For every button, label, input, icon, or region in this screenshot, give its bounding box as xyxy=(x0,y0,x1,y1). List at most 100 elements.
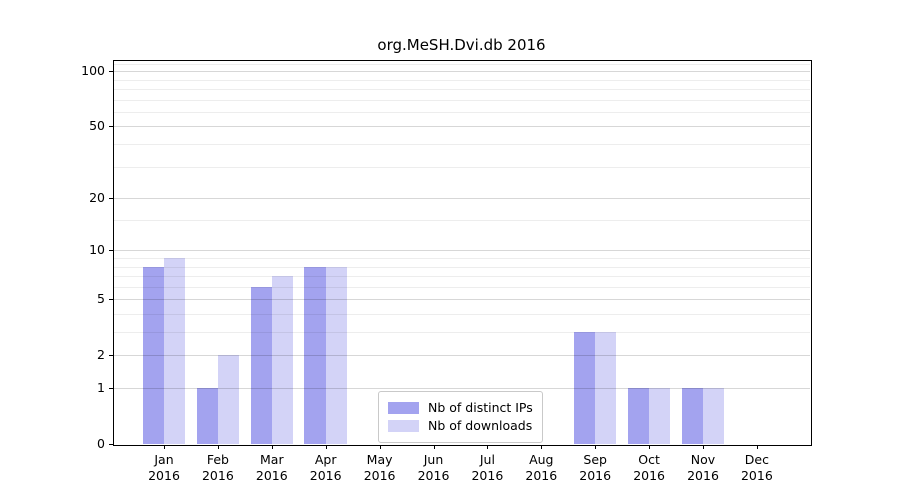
x-tick-mark xyxy=(487,445,489,449)
y-tick-label: 1 xyxy=(97,380,105,395)
x-tick-month: Jul xyxy=(479,452,495,467)
x-tick-mark xyxy=(271,445,273,449)
x-tick-year: 2016 xyxy=(363,468,396,483)
x-tick-year: 2016 xyxy=(579,468,612,483)
bar-downloads-apr xyxy=(325,266,347,444)
y-tick-label: 100 xyxy=(81,63,105,79)
bar-downloads-oct xyxy=(649,388,671,444)
minor-gridline xyxy=(113,166,810,168)
x-tick-mark xyxy=(649,445,651,449)
x-tick-mark xyxy=(756,445,758,449)
x-tick-year: 2016 xyxy=(740,468,773,483)
bar-distinct-ips-jan xyxy=(142,266,164,444)
legend-swatch xyxy=(388,420,419,432)
major-gridline xyxy=(113,198,810,200)
x-tick-mark xyxy=(379,445,381,449)
x-tick-year: 2016 xyxy=(309,468,342,483)
x-tick-month: Dec xyxy=(744,452,769,467)
legend: Nb of distinct IPs Nb of downloads xyxy=(378,391,543,443)
bar-downloads-jan xyxy=(164,258,186,444)
x-tick-year: 2016 xyxy=(687,468,719,483)
x-tick-year: 2016 xyxy=(148,468,180,483)
y-tick-label: 10 xyxy=(89,242,105,258)
bar-distinct-ips-nov xyxy=(681,388,703,444)
x-tick-label: Mar 2016 xyxy=(242,452,302,484)
major-gridline xyxy=(113,250,810,252)
minor-gridline xyxy=(113,79,810,81)
minor-gridline xyxy=(113,89,810,90)
major-gridline xyxy=(113,126,810,128)
x-tick-mark xyxy=(541,445,543,449)
legend-swatch xyxy=(388,402,419,414)
minor-gridline xyxy=(113,220,810,222)
major-gridline xyxy=(113,388,810,389)
y-tick-label: 5 xyxy=(97,291,105,307)
bar-downloads-sep xyxy=(595,332,617,444)
x-tick-month: Feb xyxy=(206,452,229,467)
x-tick-mark xyxy=(595,445,597,449)
legend-item-label: Nb of downloads xyxy=(428,418,533,433)
x-tick-mark xyxy=(433,445,435,449)
x-tick-month: Aug xyxy=(529,452,554,467)
x-tick-year: 2016 xyxy=(633,468,665,483)
bar-distinct-ips-feb xyxy=(196,388,218,444)
y-tick-mark xyxy=(109,71,113,73)
x-tick-year: 2016 xyxy=(417,468,450,483)
x-tick-label: Feb 2016 xyxy=(188,452,248,484)
legend-item: Nb of downloads xyxy=(388,418,533,434)
y-tick-mark xyxy=(109,444,113,445)
x-tick-year: 2016 xyxy=(255,468,288,483)
bar-downloads-feb xyxy=(217,355,240,444)
x-tick-month: Apr xyxy=(314,452,337,467)
x-tick-month: Sep xyxy=(583,452,607,467)
x-tick-label: Sep 2016 xyxy=(565,452,625,484)
minor-gridline xyxy=(113,63,810,65)
x-tick-label: Jul 2016 xyxy=(457,452,517,484)
minor-gridline xyxy=(113,144,810,145)
y-tick-label: 0 xyxy=(97,436,105,451)
x-tick-month: Jan xyxy=(154,452,174,467)
x-tick-label: Nov 2016 xyxy=(673,452,733,484)
y-tick-mark xyxy=(109,355,113,357)
bar-distinct-ips-oct xyxy=(627,388,650,444)
y-tick-mark xyxy=(109,388,113,389)
minor-gridline xyxy=(113,313,810,315)
x-tick-year: 2016 xyxy=(201,468,234,483)
x-tick-label: Jun 2016 xyxy=(404,452,464,484)
x-tick-year: 2016 xyxy=(525,468,558,483)
y-tick-label: 2 xyxy=(97,347,105,363)
bar-distinct-ips-mar xyxy=(250,286,272,444)
bar-downloads-nov xyxy=(703,388,725,444)
x-tick-mark xyxy=(325,445,327,449)
x-tick-month: Nov xyxy=(690,452,716,467)
minor-gridline xyxy=(113,332,810,333)
bar-downloads-mar xyxy=(271,276,294,444)
x-tick-label: Apr 2016 xyxy=(296,452,356,484)
x-tick-label: Oct 2016 xyxy=(619,452,679,484)
minor-gridline xyxy=(113,276,810,278)
minor-gridline xyxy=(113,257,810,259)
x-tick-label: Dec 2016 xyxy=(727,452,787,484)
x-tick-mark xyxy=(164,445,165,449)
bar-distinct-ips-apr xyxy=(304,266,326,444)
major-gridline xyxy=(113,355,810,357)
x-tick-label: Jan 2016 xyxy=(134,452,194,484)
minor-gridline xyxy=(113,266,810,268)
minor-gridline xyxy=(113,286,810,288)
y-tick-label: 20 xyxy=(89,190,105,206)
bar-distinct-ips-sep xyxy=(573,332,596,444)
y-tick-mark xyxy=(109,299,113,301)
major-gridline xyxy=(113,71,810,73)
y-tick-label: 50 xyxy=(89,118,105,134)
minor-gridline xyxy=(113,111,810,113)
x-tick-month: Oct xyxy=(638,452,660,467)
chart-title: org.MeSH.Dvi.db 2016 xyxy=(377,36,546,54)
x-tick-month: Mar xyxy=(260,452,284,467)
x-tick-month: Jun xyxy=(423,452,444,467)
minor-gridline xyxy=(113,99,810,101)
x-tick-mark xyxy=(703,445,704,449)
plot-area xyxy=(113,60,810,444)
x-tick-year: 2016 xyxy=(471,468,504,483)
x-tick-month: May xyxy=(366,452,393,467)
